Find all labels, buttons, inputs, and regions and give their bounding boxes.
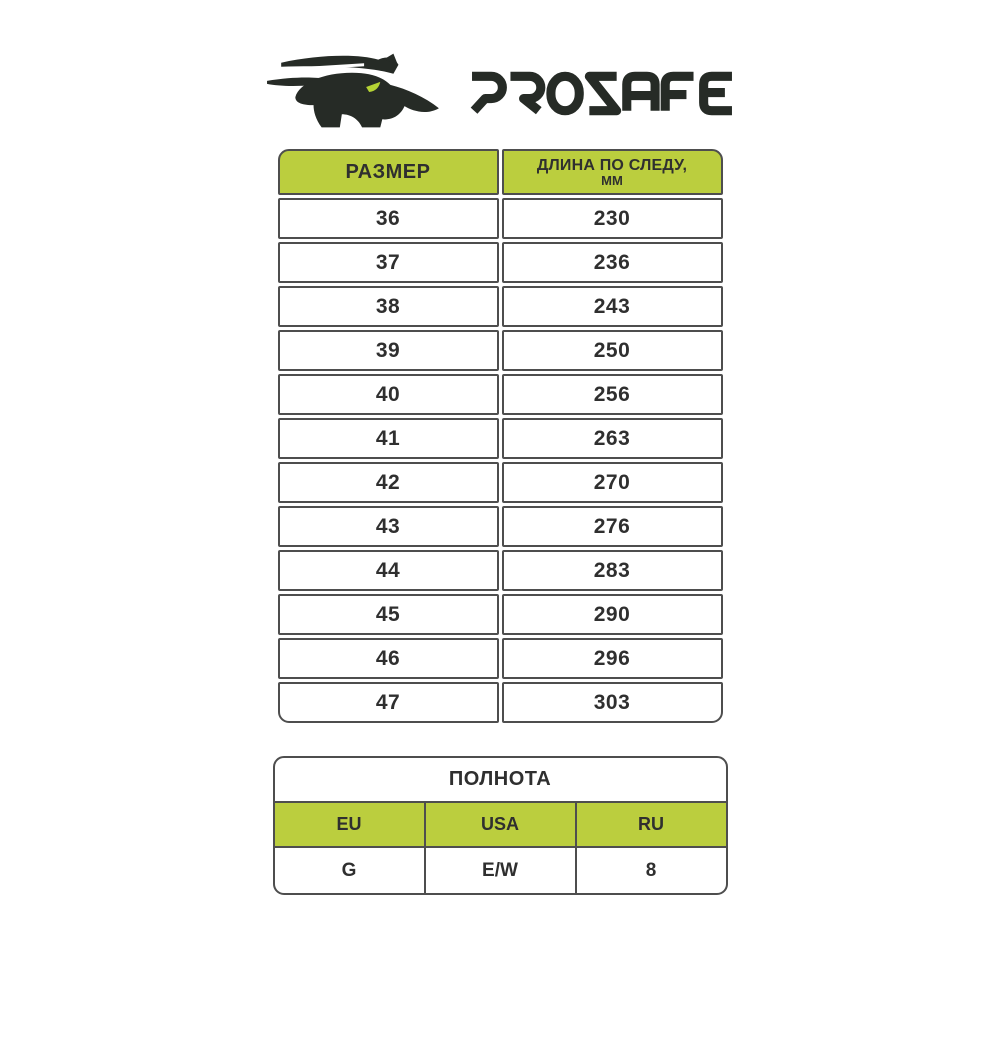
table-row: 45 290 bbox=[277, 594, 723, 635]
length-cell: 283 bbox=[501, 550, 723, 591]
fullness-value-ru: 8 bbox=[645, 859, 657, 881]
length-column-header-line1: ДЛИНА ПО СЛЕДУ, bbox=[536, 157, 688, 174]
size-cell: 38 bbox=[277, 286, 499, 327]
size-cell: 47 bbox=[277, 682, 499, 723]
size-cell: 45 bbox=[277, 594, 499, 635]
table-row: 44 283 bbox=[277, 550, 723, 591]
fullness-header-eu: EU bbox=[274, 803, 426, 848]
table-row: 47 303 bbox=[277, 682, 723, 723]
fullness-value-eu: G bbox=[275, 848, 426, 893]
length-cell: 290 bbox=[501, 594, 723, 635]
size-table-header-row: РАЗМЕР ДЛИНА ПО СЛЕДУ, ММ bbox=[277, 149, 723, 195]
size-cell: 37 bbox=[277, 242, 499, 283]
size-cell: 42 bbox=[277, 462, 499, 503]
fullness-header-ru: RU bbox=[576, 803, 726, 848]
size-cell: 36 bbox=[277, 198, 499, 239]
fullness-header-row: EU USA RU bbox=[274, 803, 726, 848]
length-cell: 236 bbox=[501, 242, 723, 283]
table-row: 36 230 bbox=[277, 198, 723, 239]
length-cell: 256 bbox=[501, 374, 723, 415]
size-cell: 43 bbox=[277, 506, 499, 547]
fullness-table: ПОЛНОТА EU USA RU G E/W 8 bbox=[272, 756, 728, 895]
length-column-header-line2: ММ bbox=[601, 173, 623, 188]
table-row: 41 263 bbox=[277, 418, 723, 459]
length-cell: 243 bbox=[501, 286, 723, 327]
size-cell: 41 bbox=[277, 418, 499, 459]
length-cell: 303 bbox=[501, 682, 723, 723]
table-row: 42 270 bbox=[277, 462, 723, 503]
table-row: 39 250 bbox=[277, 330, 723, 371]
size-column-header-label: РАЗМЕР bbox=[345, 160, 431, 183]
length-cell: 276 bbox=[501, 506, 723, 547]
size-cell: 46 bbox=[277, 638, 499, 679]
length-cell: 230 bbox=[501, 198, 723, 239]
table-row: 43 276 bbox=[277, 506, 723, 547]
size-cell: 40 bbox=[277, 374, 499, 415]
size-column-header: РАЗМЕР bbox=[277, 149, 499, 195]
rhino-icon bbox=[265, 52, 447, 130]
brand-wordmark bbox=[470, 66, 735, 117]
table-row: 37 236 bbox=[277, 242, 723, 283]
size-cell: 44 bbox=[277, 550, 499, 591]
length-cell: 250 bbox=[501, 330, 723, 371]
size-chart-page: РАЗМЕР ДЛИНА ПО СЛЕДУ, ММ 36 230 37 236 … bbox=[0, 52, 1000, 1052]
fullness-value-usa: E/W bbox=[426, 848, 577, 893]
size-table: РАЗМЕР ДЛИНА ПО СЛЕДУ, ММ 36 230 37 236 … bbox=[275, 146, 726, 726]
length-column-header: ДЛИНА ПО СЛЕДУ, ММ bbox=[501, 149, 723, 195]
table-row: 38 243 bbox=[277, 286, 723, 327]
table-row: 46 296 bbox=[277, 638, 723, 679]
fullness-value-row: G E/W 8 bbox=[275, 848, 726, 893]
size-cell: 39 bbox=[277, 330, 499, 371]
length-cell: 296 bbox=[501, 638, 723, 679]
length-cell: 263 bbox=[501, 418, 723, 459]
fullness-title: ПОЛНОТА bbox=[274, 758, 726, 803]
length-cell: 270 bbox=[501, 462, 723, 503]
fullness-header-usa: USA bbox=[425, 803, 577, 848]
table-row: 40 256 bbox=[277, 374, 723, 415]
brand-logo bbox=[265, 52, 735, 130]
